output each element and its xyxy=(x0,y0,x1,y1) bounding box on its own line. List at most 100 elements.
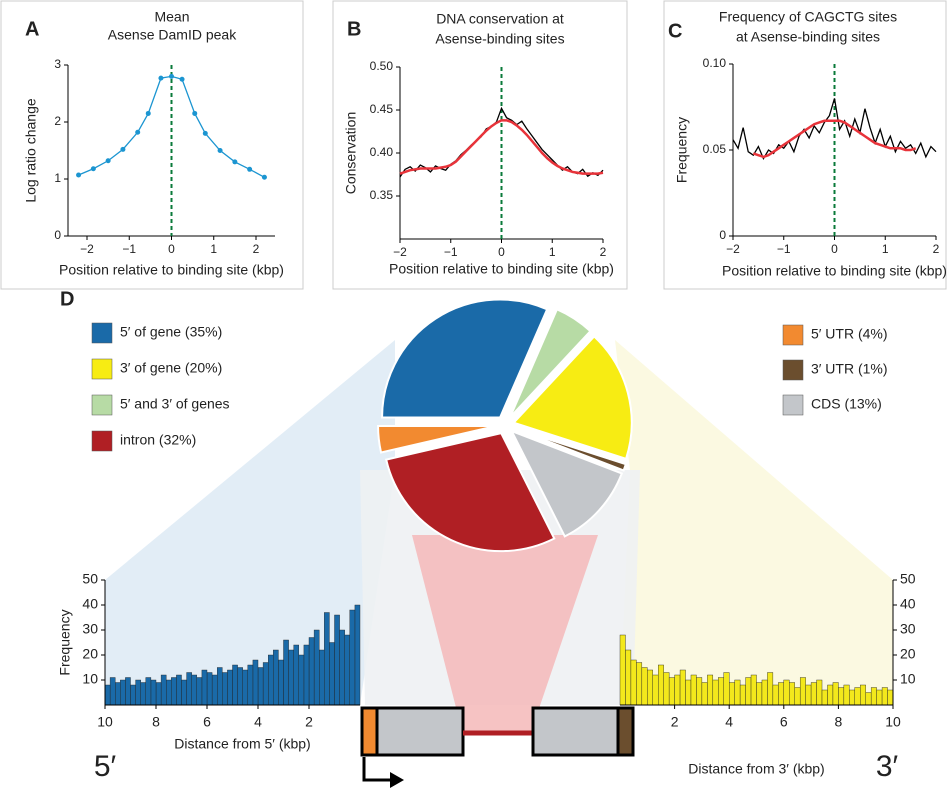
end-label: 5′ xyxy=(94,750,117,783)
hist-bar xyxy=(734,679,741,706)
cds-box xyxy=(375,706,465,757)
x-tick-label: −2 xyxy=(80,242,94,256)
hist-bar xyxy=(176,674,182,706)
y-axis-label: Frequency xyxy=(674,117,690,183)
hist-bar xyxy=(647,669,653,706)
hist-bar xyxy=(114,682,121,706)
tss-arrow xyxy=(362,757,392,782)
hist-bar xyxy=(308,637,315,706)
y-tick-label: 40 xyxy=(900,596,916,612)
x-tick-label: 4 xyxy=(725,714,733,730)
hist-bar xyxy=(171,677,177,706)
panel-letter: C xyxy=(668,20,682,42)
y-tick-label: 0 xyxy=(54,228,61,242)
x-tick-label: 2 xyxy=(933,242,940,256)
x-tick-label: 2 xyxy=(671,714,679,730)
shade-intron xyxy=(412,535,598,735)
y-tick-label: 30 xyxy=(900,621,916,637)
x-tick-label: 8 xyxy=(835,714,843,730)
hist-bar xyxy=(718,677,724,706)
hist-bar xyxy=(160,674,167,706)
point xyxy=(179,76,185,82)
pie-slice xyxy=(509,429,624,538)
hist-bar xyxy=(206,672,213,706)
hist-bar xyxy=(865,692,872,706)
series-line xyxy=(752,119,917,159)
hist-bar xyxy=(303,644,310,706)
y-tick-label: 10 xyxy=(900,671,916,687)
hist-bar xyxy=(739,684,746,706)
hist-bar xyxy=(821,689,828,706)
x-axis-label: Distance from 5′ (kbp) xyxy=(174,736,310,752)
point xyxy=(158,75,164,81)
point xyxy=(247,166,253,172)
hist-bar xyxy=(641,667,648,706)
x-tick-label: −1 xyxy=(777,242,791,256)
hist-bar xyxy=(767,672,774,706)
hist-bar xyxy=(832,682,839,706)
hist-bar xyxy=(262,662,269,706)
hist-bar xyxy=(870,687,877,706)
hist-bar xyxy=(130,684,136,706)
hist-bar xyxy=(707,674,714,706)
y-tick-label: 0.40 xyxy=(370,145,394,159)
chart-title: Frequency of CAGCTG sites xyxy=(719,9,897,25)
hist-bar xyxy=(354,604,361,706)
hist-bar xyxy=(799,677,806,706)
hist-bar xyxy=(339,629,345,706)
point xyxy=(135,129,141,135)
y-tick-label: 30 xyxy=(82,621,98,637)
legend-label: 3′ UTR (1%) xyxy=(811,361,888,377)
hist-bar xyxy=(257,667,264,706)
hist-bar xyxy=(324,612,330,706)
hist-bar xyxy=(679,669,686,706)
hist-bar xyxy=(745,677,752,706)
panel-letter: D xyxy=(60,288,74,310)
hist-bar xyxy=(794,687,801,706)
hist-bar xyxy=(805,684,812,706)
hist-bar xyxy=(668,677,675,706)
point xyxy=(90,166,96,172)
hist-bar xyxy=(674,674,681,706)
panel-letter: B xyxy=(347,18,361,40)
legend-swatch xyxy=(782,394,804,416)
hist-bar xyxy=(663,672,670,706)
y-tick-label: 20 xyxy=(82,646,98,662)
x-tick-label: 6 xyxy=(780,714,788,730)
legend-swatch xyxy=(782,324,804,346)
y-tick-label: 2 xyxy=(54,114,61,128)
hist-bar xyxy=(789,682,795,706)
hist-bar xyxy=(625,649,632,706)
series-line xyxy=(399,119,604,175)
point xyxy=(217,148,223,153)
hist-bar xyxy=(827,684,834,706)
hist-bar xyxy=(344,634,351,706)
legend-swatch xyxy=(91,358,113,380)
x-tick-label: 1 xyxy=(210,242,217,256)
hist-bar xyxy=(247,664,254,706)
hist-bar xyxy=(750,674,757,706)
point xyxy=(145,110,151,116)
x-tick-label: 4 xyxy=(254,714,262,730)
hist-bar xyxy=(761,679,768,706)
hist-bar xyxy=(227,669,233,706)
point xyxy=(120,146,126,152)
panel-letter: A xyxy=(25,18,39,40)
y-axis-label: Conservation xyxy=(343,112,359,195)
hist-bar xyxy=(810,682,817,706)
hist-bar xyxy=(145,677,152,706)
hist-bar xyxy=(201,669,208,706)
hist-bar xyxy=(135,679,141,706)
shade-3prime xyxy=(615,340,893,705)
hist-bar xyxy=(630,659,637,706)
point xyxy=(261,174,267,180)
hist-bar xyxy=(712,679,719,706)
legend-label: 5′ UTR (4%) xyxy=(811,326,888,342)
panel-frame xyxy=(0,0,304,290)
hist-bar xyxy=(313,629,320,706)
point xyxy=(169,73,174,79)
y-tick-label: 0.45 xyxy=(370,102,394,116)
y-tick-label: 20 xyxy=(900,646,916,662)
y-tick-label: 40 xyxy=(82,596,98,612)
legend-swatch xyxy=(91,430,113,452)
